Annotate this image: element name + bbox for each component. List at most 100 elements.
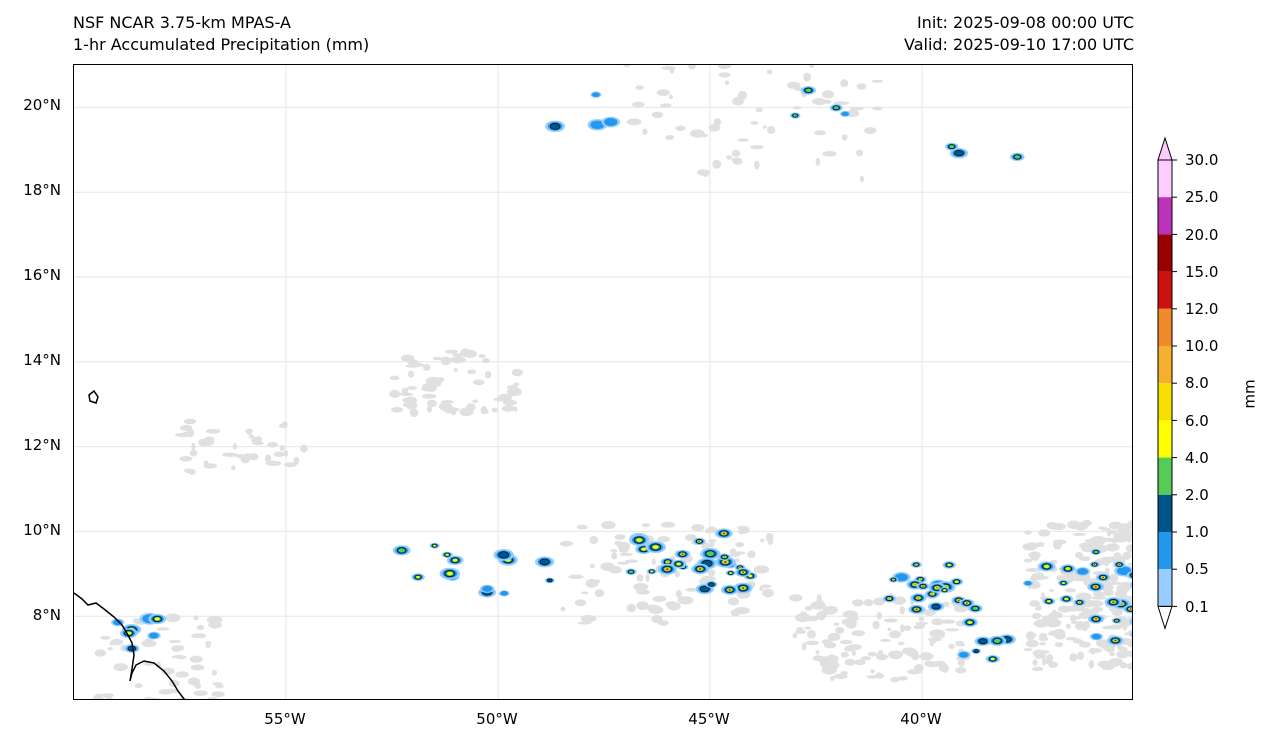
light-precip-blob xyxy=(577,621,592,625)
south-america-coast xyxy=(74,592,186,699)
precip-cell-2mm xyxy=(546,578,553,583)
light-precip-blob xyxy=(409,408,419,418)
light-precip-blob xyxy=(1081,625,1088,632)
light-precip-blob xyxy=(484,371,492,379)
precip-cell-moderate xyxy=(1077,568,1089,575)
light-precip-blob xyxy=(1092,591,1106,597)
light-precip-blob xyxy=(1123,632,1132,636)
precip-cell-12mm xyxy=(922,585,924,587)
precip-cell-6mm xyxy=(729,572,732,574)
lat-label: 12°N xyxy=(23,436,61,454)
light-precip-blob xyxy=(273,451,285,458)
light-precip-blob xyxy=(707,526,718,534)
light-precip-blob xyxy=(801,642,807,651)
precip-cell-10mm xyxy=(915,563,918,566)
light-precip-blob xyxy=(899,624,905,633)
light-precip-blob xyxy=(897,641,905,646)
colorbar-segment xyxy=(1158,308,1172,346)
light-precip-blob xyxy=(265,460,282,467)
light-precip-blob xyxy=(501,405,515,412)
light-precip-blob xyxy=(733,597,738,604)
light-precip-blob xyxy=(669,65,675,74)
light-precip-blob xyxy=(675,125,686,131)
light-precip-blob xyxy=(883,618,898,623)
light-precip-blob xyxy=(1090,596,1107,600)
light-precip-blob xyxy=(1052,629,1066,637)
light-precip-blob xyxy=(580,591,589,595)
light-precip-blob xyxy=(955,640,964,646)
light-precip-blob xyxy=(753,565,770,574)
light-precip-blob xyxy=(859,175,865,183)
precip-cell-12mm xyxy=(1102,576,1104,579)
light-precip-blob xyxy=(1071,575,1086,582)
light-precip-blob xyxy=(110,638,124,646)
light-precip-blob xyxy=(1116,650,1129,659)
light-precip-blob xyxy=(591,579,601,584)
light-precip-blob xyxy=(864,127,877,135)
light-precip-blob xyxy=(293,456,300,465)
light-precip-blob xyxy=(512,382,520,387)
precip-cell-light xyxy=(1130,581,1132,589)
light-precip-blob xyxy=(1109,651,1116,657)
map-title: NSF NCAR 3.75-km MPAS-A 1-hr Accumulated… xyxy=(73,12,369,56)
light-precip-blob xyxy=(876,653,888,661)
light-precip-blob xyxy=(636,574,644,582)
precip-cell-2mm xyxy=(931,603,941,610)
precip-cell-12mm xyxy=(1116,620,1118,622)
colorbar-tick: 1.0 xyxy=(1185,523,1209,541)
light-precip-blob xyxy=(179,456,193,462)
precip-cell-6mm xyxy=(1064,597,1069,601)
precip-cell-6mm xyxy=(650,570,654,573)
lat-label: 20°N xyxy=(23,96,61,114)
light-precip-blob xyxy=(750,145,764,150)
light-precip-blob xyxy=(467,369,477,375)
light-precip-blob xyxy=(158,689,169,695)
precip-cell-2mm xyxy=(549,122,561,130)
light-precip-blob xyxy=(191,633,207,639)
light-precip-blob xyxy=(407,370,414,378)
light-precip-blob xyxy=(760,584,772,589)
precip-cell-moderate xyxy=(149,632,159,639)
light-precip-blob xyxy=(1057,605,1072,613)
colorbar xyxy=(1157,136,1177,630)
precip-cell-4mm xyxy=(793,114,798,117)
light-precip-blob xyxy=(196,624,205,631)
light-precip-blob xyxy=(594,589,605,598)
precip-cell-4mm xyxy=(972,606,979,611)
light-precip-blob xyxy=(691,524,705,532)
lat-label: 10°N xyxy=(23,521,61,539)
light-precip-blob xyxy=(851,630,866,637)
light-precip-blob xyxy=(732,159,743,165)
light-precip-blob xyxy=(800,611,807,616)
precip-cell-6mm xyxy=(652,545,659,549)
light-precip-blob xyxy=(788,594,803,602)
colorbar-unit: mm xyxy=(1240,379,1259,409)
light-precip-blob xyxy=(1078,556,1091,562)
light-precip-blob xyxy=(645,573,650,582)
precip-cell-6mm xyxy=(955,580,959,583)
light-precip-blob xyxy=(601,520,616,530)
coastline xyxy=(74,389,186,699)
colorbar-tick: 30.0 xyxy=(1185,151,1219,169)
precip-cell-moderate xyxy=(1116,566,1132,576)
light-precip-blob xyxy=(652,595,667,602)
light-precip-blob xyxy=(176,656,186,660)
lat-label: 8°N xyxy=(32,606,61,624)
light-precip-blob xyxy=(726,155,732,160)
light-precip-blob xyxy=(105,694,113,699)
colorbar-tick: 10.0 xyxy=(1185,337,1219,355)
precip-cell-6mm xyxy=(1047,600,1051,603)
light-precip-blob xyxy=(432,356,442,361)
precip-cell-4mm xyxy=(706,551,715,557)
light-precip-blob xyxy=(617,561,630,565)
precip-cell-4mm xyxy=(1131,574,1132,577)
light-precip-blob xyxy=(1039,632,1048,640)
light-precip-blob xyxy=(667,602,681,611)
light-precip-blob xyxy=(805,615,820,622)
light-precip-blob xyxy=(750,121,759,125)
light-precip-blob xyxy=(560,606,566,612)
light-precip-blob xyxy=(244,428,254,434)
colorbar-extend-max xyxy=(1157,136,1173,161)
precip-cell-6mm xyxy=(447,571,453,576)
colorbar-segment xyxy=(1158,346,1172,384)
